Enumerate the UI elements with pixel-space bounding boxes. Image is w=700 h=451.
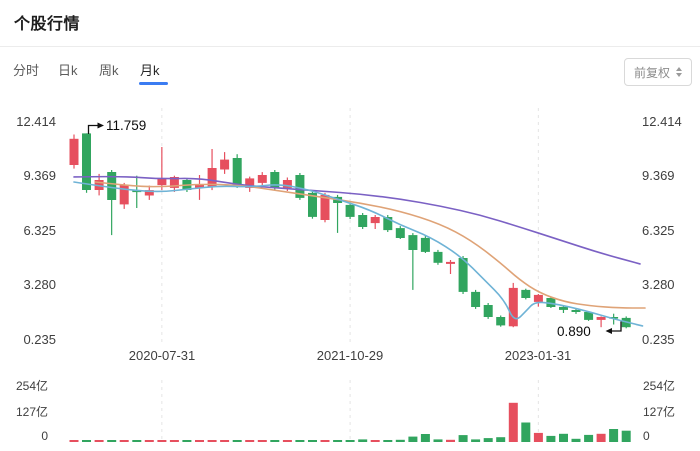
x-axis-label: 2020-07-31 <box>128 348 196 363</box>
ma-long-line <box>73 175 641 265</box>
tab-weekly-k[interactable]: 周k <box>99 60 119 79</box>
active-tab-underline <box>139 82 168 85</box>
y-axis-label-right: 9.369 <box>642 168 675 183</box>
page-title: 个股行情 <box>14 16 81 33</box>
y-axis-label-right: 0.235 <box>642 332 675 347</box>
y-axis-label-right: 6.325 <box>642 223 675 238</box>
y-axis-label-left: 0.235 <box>23 332 56 347</box>
y-axis-label-right: 3.280 <box>642 277 675 292</box>
ma-mid-line <box>94 181 646 309</box>
tab-daily-k[interactable]: 日k <box>58 60 78 79</box>
header-divider <box>0 46 700 47</box>
tab-monthly-k[interactable]: 月k <box>140 60 160 79</box>
volume-axis-label-left: 0 <box>41 429 48 443</box>
volume-axis-label-right: 254亿 <box>643 379 676 393</box>
volume-axis-label-right: 127亿 <box>643 405 676 419</box>
x-axis-label: 2021-10-29 <box>316 348 384 363</box>
volume-axis-label-left: 127亿 <box>15 405 48 419</box>
volume-axis-label-left: 254亿 <box>15 379 48 393</box>
adjust-mode-label: 前复权 <box>633 65 670 80</box>
y-axis-label-right: 12.414 <box>642 114 682 129</box>
ma-short-line <box>73 181 644 327</box>
adjust-mode-dropdown[interactable]: 前复权 <box>623 58 692 86</box>
updown-sort-arrows-icon <box>676 67 682 77</box>
x-axis-label: 2023-01-31 <box>504 348 572 363</box>
y-axis-label-left: 6.325 <box>23 223 56 238</box>
max-price-annotation: 11.759 <box>106 118 147 133</box>
y-axis-label-left: 9.369 <box>23 168 56 183</box>
tab-timeshare[interactable]: 分时 <box>13 60 39 79</box>
volume-axis-label-right: 0 <box>643 429 650 443</box>
min-price-annotation: 0.890 <box>557 324 591 339</box>
y-axis-label-left: 3.280 <box>23 277 56 292</box>
y-axis-label-left: 12.414 <box>16 114 56 129</box>
